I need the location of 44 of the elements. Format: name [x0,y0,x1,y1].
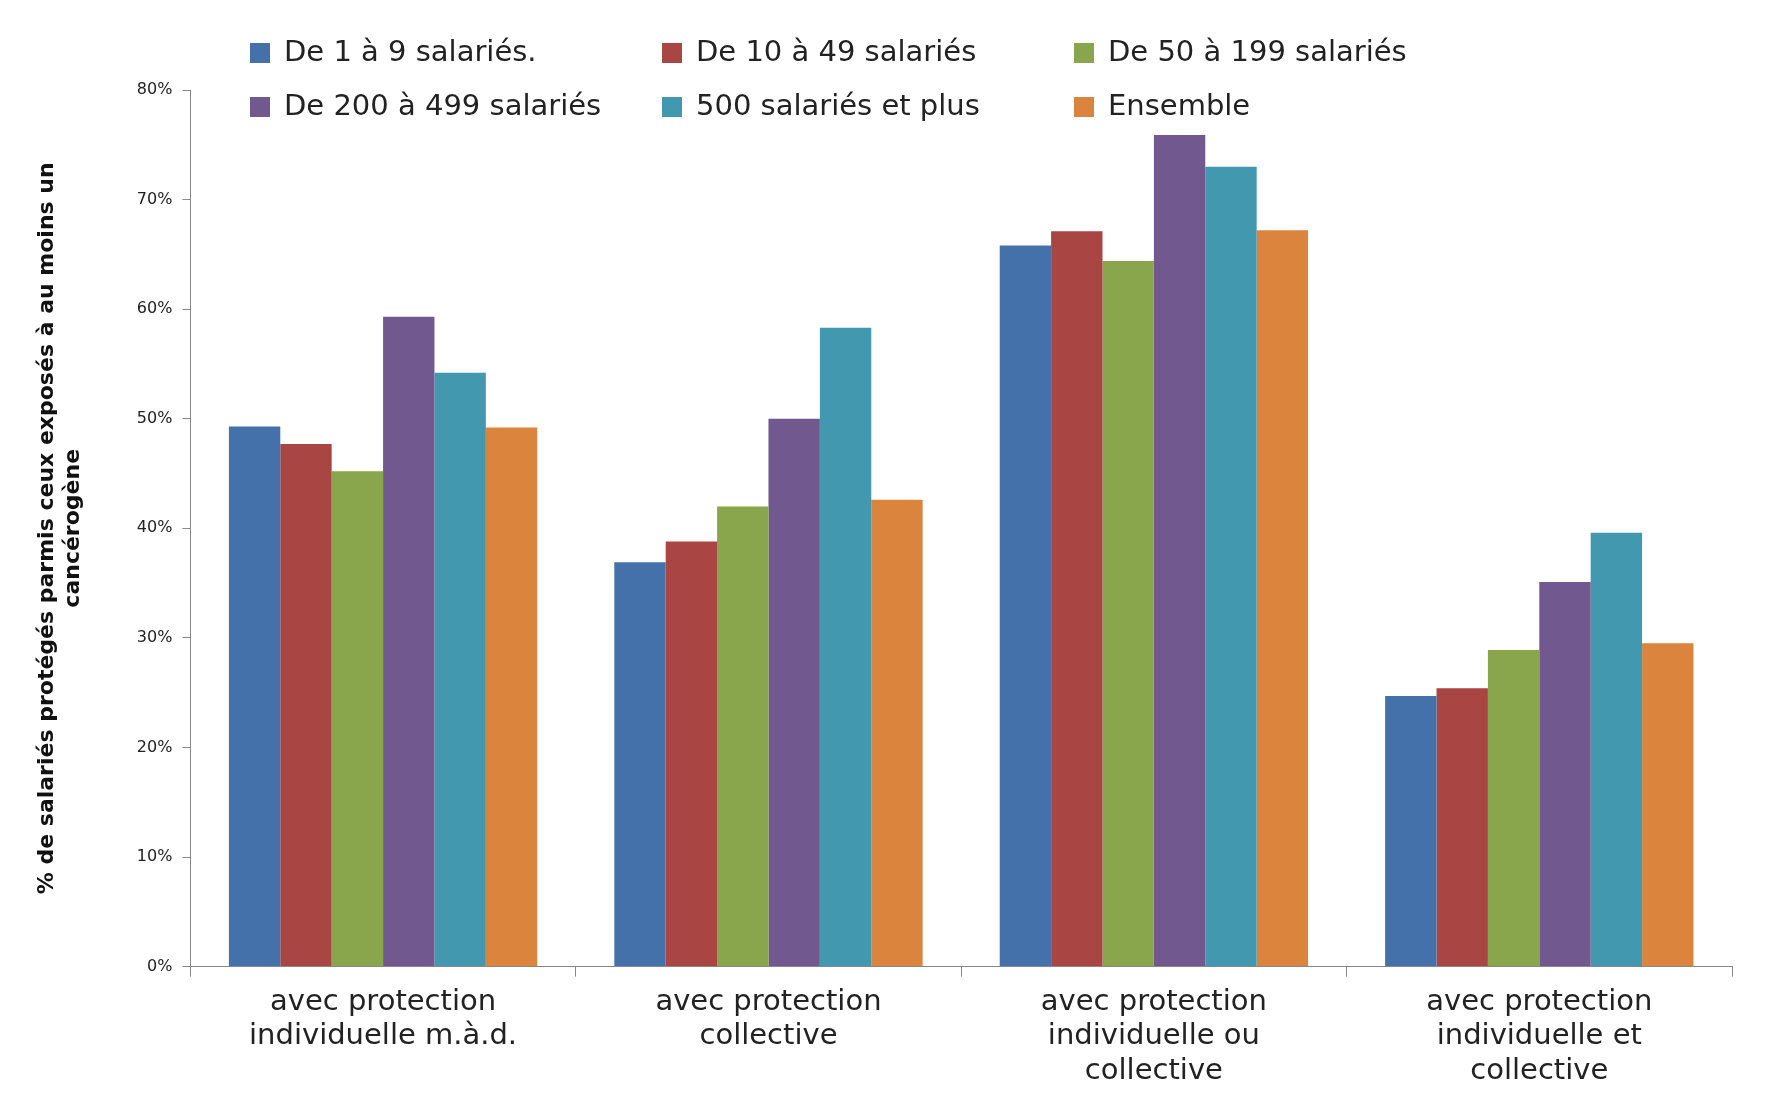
x-tick-label: avec protection collective [655,982,882,1052]
y-tick-label: 70% [136,188,173,208]
bar [383,316,435,967]
y-tick-label: 0% [146,955,173,975]
bar [871,499,923,967]
bar [1051,231,1103,967]
bar [1256,230,1309,967]
bar [717,506,769,967]
bar [280,443,332,967]
legend-label: De 50 à 199 salariés [1107,34,1408,68]
bar [665,541,718,967]
bar [1487,649,1540,967]
y-tick-label: 20% [136,736,173,756]
bar [768,418,820,967]
y-tick-label: 80% [136,79,173,99]
legend-label: De 1 à 9 salariés. [283,34,538,68]
bar [1385,695,1437,967]
legend-label: 500 salariés et plus [695,88,981,122]
legend-label: Ensemble [1107,88,1252,122]
bar [331,471,384,967]
y-tick-label: 30% [136,627,173,647]
bar [228,426,281,967]
y-tick-label: 60% [136,298,173,318]
bar [1642,643,1694,967]
bar [485,427,538,967]
y-tick-label: 40% [136,517,173,537]
x-tick-label: avec protection individuelle ou collective [1040,982,1267,1087]
bar [999,245,1052,967]
bar [819,327,872,967]
y-tick-label: 50% [136,407,173,427]
legend-label: De 200 à 499 salariés [283,88,603,122]
bar [614,562,666,967]
bar [1436,688,1488,967]
y-axis-title: % de salariés protégés parmis ceux exposés à au moins un cancérogène [32,162,85,895]
x-tick-label: avec protection individuelle m.à.d. [249,982,518,1052]
x-tick-label: avec protection individuelle et collective [1426,982,1653,1087]
bar [1539,581,1591,967]
legend-label: De 10 à 49 salariés [695,34,978,68]
bar [434,372,486,967]
bar [1205,166,1257,967]
bar [1153,134,1206,967]
y-tick-label: 10% [136,846,173,866]
bar [1590,532,1643,967]
bar [1102,260,1154,967]
